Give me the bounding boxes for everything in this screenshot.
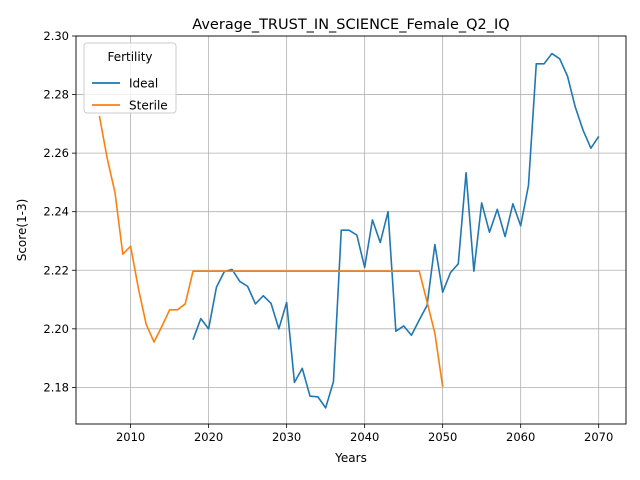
plot-frame xyxy=(75,35,627,425)
x-tick-label: 2010 xyxy=(116,430,145,444)
x-tick-label: 2070 xyxy=(584,430,613,444)
x-tick-label: 2030 xyxy=(272,430,301,444)
x-tick-label: 2040 xyxy=(350,430,379,444)
y-tick-label: 2.24 xyxy=(43,205,69,219)
x-tick-label: 2060 xyxy=(506,430,535,444)
legend-label-sterile: Sterile xyxy=(129,99,168,113)
legend-label-ideal: Ideal xyxy=(129,77,158,91)
legend-box xyxy=(83,42,177,114)
y-tick-label: 2.20 xyxy=(43,322,69,336)
x-tick-label: 2020 xyxy=(194,430,223,444)
series-line-ideal xyxy=(192,52,600,409)
y-tick-label: 2.30 xyxy=(43,29,69,43)
y-tick-label: 2.28 xyxy=(43,88,69,102)
y-axis-label: Score(1-3) xyxy=(15,199,29,262)
y-tick-label: 2.22 xyxy=(43,263,69,277)
legend: Fertility Ideal Sterile xyxy=(83,42,177,114)
x-axis-label: Years xyxy=(334,451,367,465)
y-tick-label: 2.26 xyxy=(43,146,69,160)
x-axis: 2010 2020 2030 2040 2050 2060 2070 xyxy=(116,424,613,444)
series-line-sterile xyxy=(98,115,444,387)
chart-title: Average_TRUST_IN_SCIENCE_Female_Q2_IQ xyxy=(192,17,509,33)
y-axis: 2.18 2.20 2.22 2.24 2.26 2.28 2.30 xyxy=(43,29,76,394)
legend-title: Fertility xyxy=(107,50,152,64)
x-tick-label: 2050 xyxy=(428,430,457,444)
y-tick-label: 2.18 xyxy=(43,380,69,394)
series-layer xyxy=(98,52,600,409)
